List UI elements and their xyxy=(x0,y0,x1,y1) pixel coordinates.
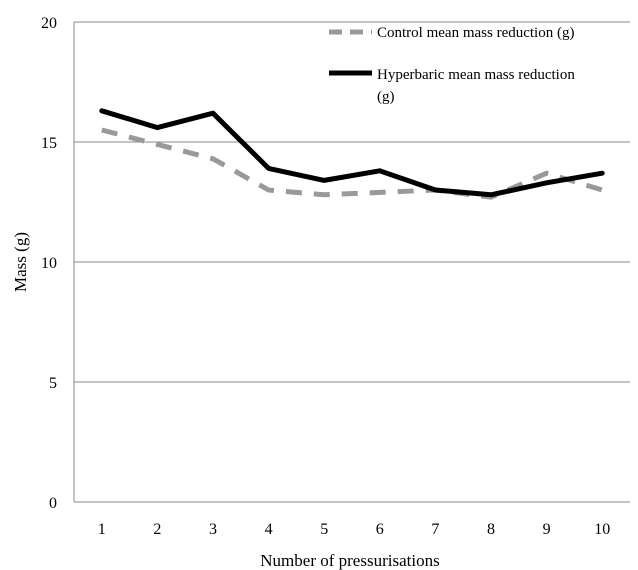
x-tick-label: 9 xyxy=(543,521,551,538)
legend-label-hyperbaric-line1: Hyperbaric mean mass reduction xyxy=(377,67,575,83)
legend: Control mean mass reduction (g) Hyperbar… xyxy=(329,25,575,105)
x-tick-label: 4 xyxy=(265,521,273,538)
y-tick-label: 20 xyxy=(41,15,57,32)
y-tick-label: 0 xyxy=(49,495,57,512)
y-tick-label: 15 xyxy=(41,135,57,152)
x-tick-label: 5 xyxy=(320,521,328,538)
legend-label-control: Control mean mass reduction (g) xyxy=(377,25,574,41)
series-lines xyxy=(99,108,605,200)
legend-label-hyperbaric-line2: (g) xyxy=(377,89,395,105)
series-line-hyperbaric xyxy=(99,108,605,198)
axes xyxy=(73,22,630,503)
x-tick-label: 2 xyxy=(153,521,161,538)
x-tick-label: 10 xyxy=(594,521,610,538)
x-tick-label: 1 xyxy=(98,521,106,538)
x-tick-label: 3 xyxy=(209,521,217,538)
y-axis-title: Mass (g) xyxy=(11,232,30,292)
series-line-control xyxy=(101,127,603,200)
y-tick-labels: 0 5 10 15 20 xyxy=(41,15,57,512)
x-tick-label: 7 xyxy=(431,521,439,538)
x-axis-title: Number of pressurisations xyxy=(260,551,439,570)
x-tick-label: 8 xyxy=(487,521,495,538)
x-tick-label: 6 xyxy=(376,521,384,538)
gridlines xyxy=(74,21,630,383)
y-tick-label: 10 xyxy=(41,255,57,272)
x-tick-labels: 1 2 3 4 5 6 7 8 9 10 xyxy=(98,521,610,538)
y-tick-label: 5 xyxy=(49,375,57,392)
